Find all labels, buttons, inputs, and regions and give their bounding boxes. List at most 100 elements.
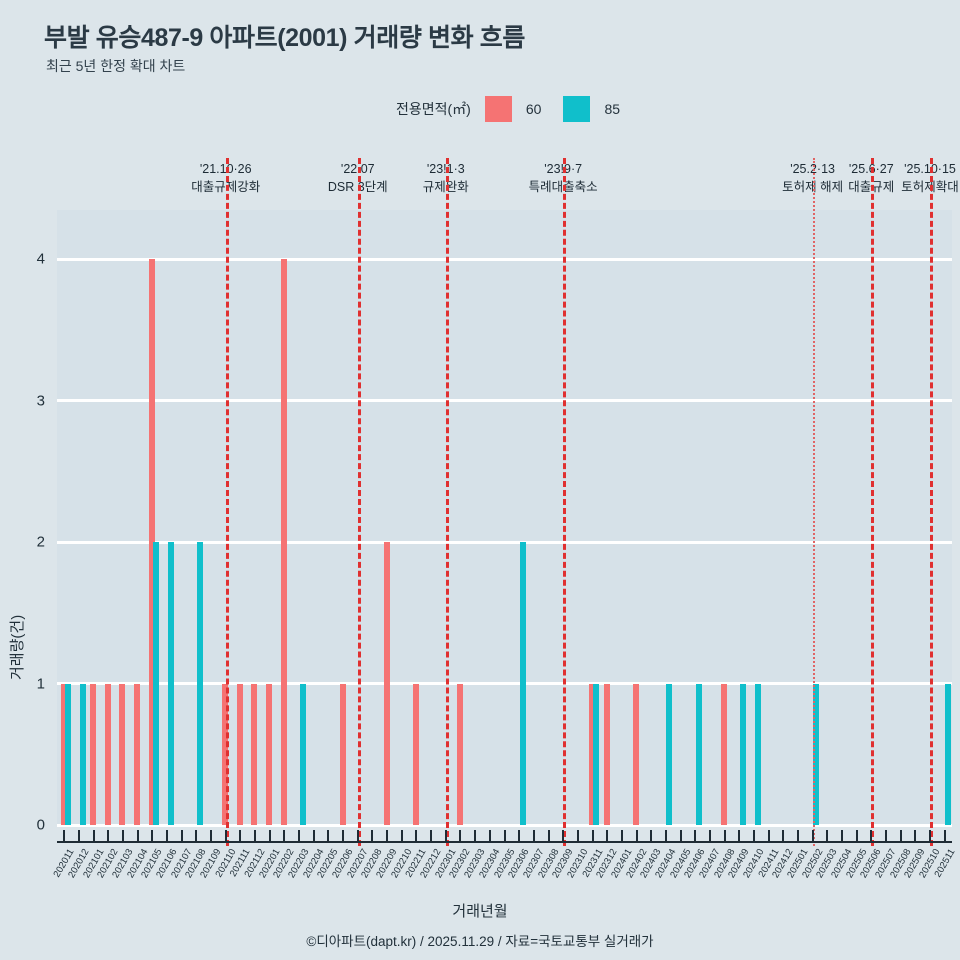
x-tick xyxy=(166,830,169,843)
x-tick xyxy=(430,830,433,843)
annotation-line xyxy=(929,158,933,846)
bar xyxy=(79,683,86,825)
x-tick xyxy=(899,830,902,843)
x-tick xyxy=(400,830,403,843)
y-tick-label: 3 xyxy=(36,392,45,410)
x-tick xyxy=(136,830,139,843)
x-tick xyxy=(796,830,799,843)
x-tick xyxy=(679,830,682,843)
x-tick xyxy=(239,830,242,843)
x-tick xyxy=(122,830,125,843)
annotation-line xyxy=(225,158,229,846)
y-tick-label: 1 xyxy=(36,675,45,693)
bar xyxy=(152,542,159,825)
annotation-line xyxy=(445,158,449,846)
x-tick xyxy=(180,830,183,843)
x-tick xyxy=(928,830,931,843)
x-tick xyxy=(532,830,535,843)
y-tick-label: 0 xyxy=(36,816,45,834)
x-tick xyxy=(547,830,550,843)
x-tick xyxy=(620,830,623,843)
x-tick xyxy=(92,830,95,843)
gridline xyxy=(57,257,952,261)
x-tick xyxy=(356,830,359,843)
x-tick xyxy=(650,830,653,843)
x-tick xyxy=(870,830,873,843)
annotation-date: '23!1·3 xyxy=(426,162,465,176)
x-tick xyxy=(224,830,227,843)
gridline xyxy=(57,823,952,827)
bar xyxy=(299,683,306,825)
bar xyxy=(456,683,463,825)
chart-legend: 전용면적(㎡) 60 85 xyxy=(396,96,642,122)
x-tick xyxy=(312,830,315,843)
bar xyxy=(339,683,346,825)
annotation-line xyxy=(563,158,567,846)
x-tick xyxy=(752,830,755,843)
bar xyxy=(739,683,746,825)
x-tick xyxy=(195,830,198,843)
chart-credit: ©디아파트(dapt.kr) / 2025.11.29 / 자료=국토교통부 실… xyxy=(306,934,654,949)
x-tick xyxy=(151,830,154,843)
x-tick xyxy=(459,830,462,843)
x-tick xyxy=(254,830,257,843)
x-tick xyxy=(78,830,80,843)
bar xyxy=(754,683,761,825)
bar xyxy=(945,683,952,825)
x-tick xyxy=(767,830,770,843)
annotation-line xyxy=(357,158,361,846)
x-tick xyxy=(210,830,213,843)
x-tick xyxy=(488,830,491,843)
legend-item-85[interactable]: 85 xyxy=(563,96,620,122)
y-tick-label: 2 xyxy=(36,533,45,551)
x-tick xyxy=(694,830,697,843)
x-tick xyxy=(444,830,447,843)
x-tick xyxy=(342,830,345,843)
legend-label-60: 60 xyxy=(525,101,542,117)
x-tick xyxy=(943,830,946,843)
legend-item-60[interactable]: 60 xyxy=(484,96,542,122)
y-tick-label: 4 xyxy=(36,250,45,268)
gridline xyxy=(57,399,952,403)
x-tick xyxy=(884,830,887,843)
x-tick xyxy=(386,830,389,843)
x-tick xyxy=(518,830,521,843)
bar xyxy=(196,542,203,825)
y-axis-title: 거래량(건) xyxy=(9,614,26,680)
x-tick xyxy=(811,830,814,843)
bar xyxy=(90,683,97,825)
x-tick xyxy=(591,830,594,843)
x-tick xyxy=(107,830,110,843)
x-tick xyxy=(371,830,374,843)
x-tick xyxy=(855,830,858,843)
annotation-date: '23!9·7 xyxy=(544,162,583,176)
bar xyxy=(236,683,243,825)
bar xyxy=(251,683,258,825)
plot-background xyxy=(57,210,952,825)
page-title: 부발 유승487-9 아파트(2001) 거래량 변화 흐름 xyxy=(44,24,525,52)
bar xyxy=(167,542,174,825)
x-tick xyxy=(327,830,330,843)
gridline xyxy=(57,682,952,686)
x-tick xyxy=(664,830,667,843)
x-tick xyxy=(576,830,579,843)
bar xyxy=(60,683,67,825)
bar xyxy=(383,542,390,825)
x-tick xyxy=(415,830,418,843)
x-tick xyxy=(914,830,917,843)
x-tick xyxy=(503,830,506,843)
bar xyxy=(813,683,820,825)
bar xyxy=(222,683,229,825)
bar xyxy=(720,683,727,825)
x-tick xyxy=(738,830,741,843)
y-axis: 거래량(건) 0 1 2 3 4 xyxy=(0,210,57,834)
bar xyxy=(148,259,155,825)
legend-swatch-60 xyxy=(484,96,512,122)
bar xyxy=(695,683,702,825)
x-tick xyxy=(840,830,843,843)
x-tick xyxy=(782,830,785,843)
bar xyxy=(266,683,273,825)
bar xyxy=(519,542,526,825)
x-tick xyxy=(268,830,271,843)
legend-swatch-85 xyxy=(563,96,591,122)
